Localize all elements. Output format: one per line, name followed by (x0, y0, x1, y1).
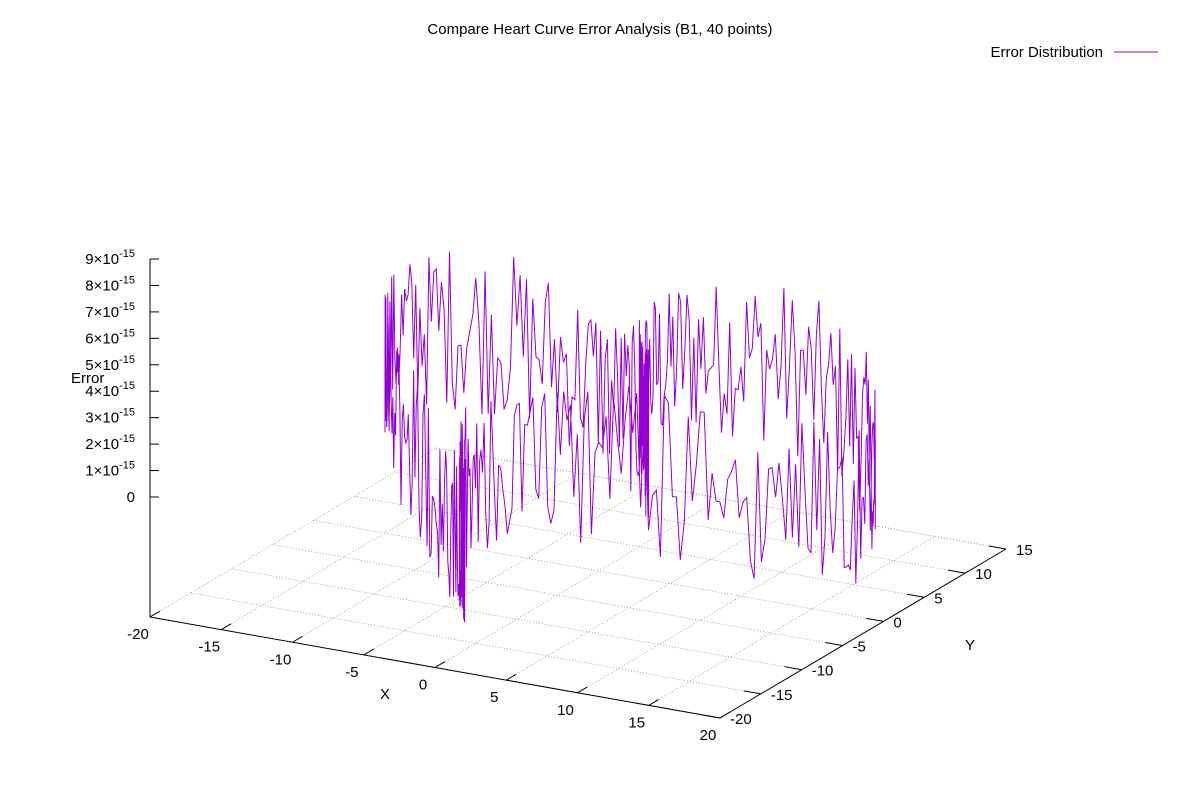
y-axis-line (719, 548, 1007, 719)
x-tick-mark (220, 623, 232, 631)
y-tick-mark (907, 593, 925, 598)
y-tick-label: 15 (1016, 542, 1033, 559)
grid-line-x (292, 472, 579, 643)
grid-line-y (190, 592, 761, 695)
y-tick-mark (825, 642, 843, 647)
grid-line-x (577, 523, 864, 694)
x-tick-mark (648, 699, 659, 706)
z-tick-label: 6×10-15 (85, 327, 135, 347)
legend: Error Distribution (990, 44, 1158, 61)
axes (149, 258, 1007, 719)
x-tick-mark (719, 711, 731, 719)
grid-line-y (313, 520, 884, 622)
x-tick-label: -20 (127, 626, 149, 643)
y-axis-label: Y (965, 637, 975, 654)
tick-labels: -20 -15 -10 -5 0 5 10 15 20 -20 -15 -10 -5 0 5 10 15 9×10… (85, 248, 1032, 744)
grid-line-y (354, 495, 925, 598)
grid-line-x (149, 447, 437, 618)
y-tick-mark (988, 545, 1007, 550)
z-tick-label: 8×10-15 (85, 274, 135, 294)
x-tick-label: -15 (198, 639, 220, 656)
x-tick-mark (434, 661, 446, 668)
z-tick-label: 3×10-15 (85, 407, 135, 427)
error-series-line (384, 252, 876, 623)
grid-line-x (648, 536, 935, 706)
grid-line-y (231, 568, 802, 671)
floor-edge (435, 447, 1007, 550)
grid-line-x (363, 485, 650, 656)
grid-line-x (434, 498, 722, 668)
grid-line-y (395, 471, 966, 574)
y-tick-mark (702, 714, 721, 719)
z-tick-label: 1×10-15 (85, 460, 135, 480)
z-tick-label: 0 (127, 489, 135, 506)
chart-title: Compare Heart Curve Error Analysis (B1, … (427, 21, 772, 38)
x-tick-label: -10 (270, 651, 292, 668)
z-tick-label: 9×10-15 (85, 248, 135, 268)
y-tick-mark (784, 666, 802, 671)
x-tick-mark (577, 686, 588, 694)
x-tick-label: 20 (700, 727, 717, 744)
x-tick-label: 0 (419, 677, 427, 694)
y-tick-mark (947, 569, 966, 574)
x-tick-label: 15 (628, 714, 645, 731)
y-tick-label: -5 (853, 639, 866, 656)
y-tick-label: 0 (893, 614, 901, 631)
legend-label: Error Distribution (990, 44, 1103, 61)
y-tick-label: -15 (771, 687, 793, 704)
z-tick-label: 7×10-15 (85, 301, 135, 321)
y-tick-label: 5 (934, 590, 942, 607)
y-tick-label: 10 (975, 566, 992, 583)
x-tick-mark (149, 610, 161, 618)
x-axis-label: X (380, 686, 390, 703)
x-tick-label: 10 (557, 702, 574, 719)
y-tick-label: -10 (812, 663, 834, 680)
grid (149, 447, 1007, 719)
y-tick-mark (866, 617, 884, 622)
grid-line-x (506, 510, 793, 681)
y-tick-mark (743, 690, 761, 695)
y-tick-label: -20 (730, 711, 752, 728)
x-tick-mark (363, 648, 374, 656)
x-tick-label: -5 (345, 664, 358, 681)
z-axis-label: Error (71, 370, 104, 387)
x-tick-label: 5 (490, 689, 498, 706)
series-error-distribution (384, 252, 876, 623)
z-tick-label: 2×10-15 (85, 433, 135, 453)
x-tick-mark (505, 673, 517, 681)
grid-line-y (272, 544, 843, 646)
x-tick-mark (292, 636, 303, 643)
